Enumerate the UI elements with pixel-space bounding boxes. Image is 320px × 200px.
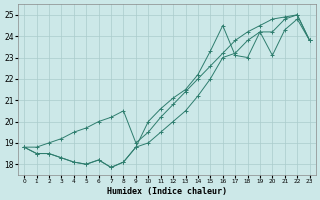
X-axis label: Humidex (Indice chaleur): Humidex (Indice chaleur) xyxy=(107,187,227,196)
